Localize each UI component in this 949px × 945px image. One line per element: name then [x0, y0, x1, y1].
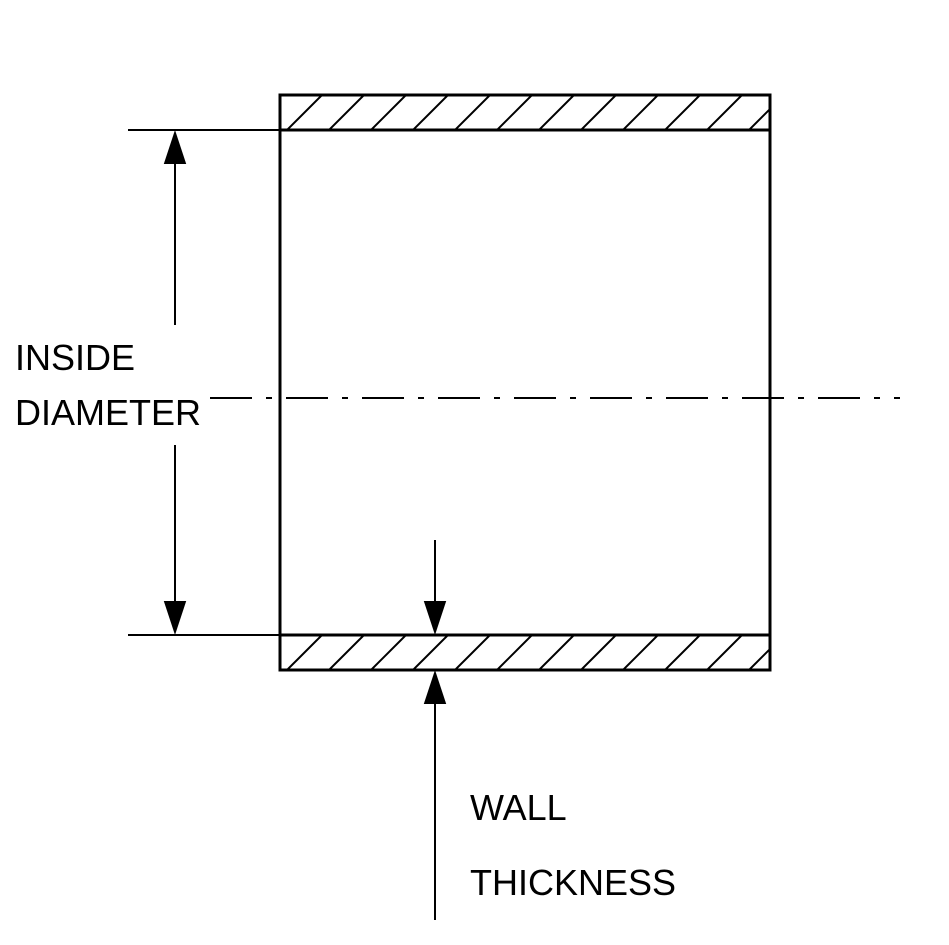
inside-diameter-label-2: DIAMETER — [15, 392, 201, 433]
inside-diameter-label-1: INSIDE — [15, 337, 135, 378]
wall-thickness-label-2: THICKNESS — [470, 862, 676, 903]
wall-thickness-label-1: WALL — [470, 787, 567, 828]
